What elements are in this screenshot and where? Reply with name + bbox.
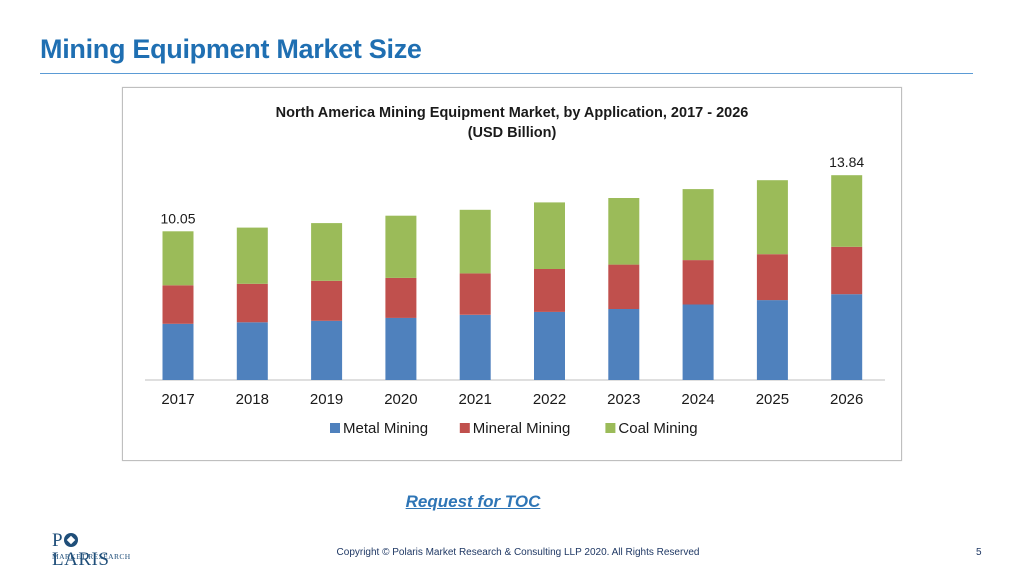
bar-coal-mining-2022: [534, 202, 565, 269]
logo-subtitle: MARKET RESEARCH: [52, 552, 131, 561]
bar-coal-mining-2018: [236, 227, 268, 284]
chart-title-line-2: (USD Billion): [468, 125, 557, 141]
legend-label-mineral-mining: Mineral Mining: [473, 420, 571, 437]
bar-mineral-mining-2020: [385, 277, 417, 318]
logo-letters: LARIS: [52, 549, 110, 570]
x-tick-2024: 2024: [681, 391, 714, 408]
bar-coal-mining-2024: [682, 189, 714, 261]
slide-title: Mining Equipment Market Size: [40, 34, 422, 64]
x-tick-labels: 2017 2018 2019 2020 2021 2022 2023 2024 2025 2026: [161, 391, 863, 408]
bar-metal-mining-2020: [385, 317, 417, 380]
x-tick-2026: 2026: [830, 391, 863, 408]
bar-mineral-mining-2023: [608, 264, 640, 309]
x-tick-2020: 2020: [384, 391, 417, 408]
x-tick-2021: 2021: [459, 391, 492, 408]
bar-metal-mining-2025: [756, 300, 788, 380]
bar-mineral-mining-2018: [236, 283, 268, 323]
legend-label-metal-mining: Metal Mining: [343, 420, 428, 437]
bar-mineral-mining-2019: [311, 280, 343, 321]
x-tick-2025: 2025: [756, 391, 789, 408]
bar-metal-mining-2019: [311, 320, 343, 380]
bar-mineral-mining-2025: [756, 254, 788, 301]
x-tick-2023: 2023: [607, 391, 640, 408]
logo-compass-icon: [64, 533, 79, 547]
bar-mineral-mining-2024: [682, 260, 714, 305]
bar-mineral-mining-2017: [162, 285, 194, 324]
bar-metal-mining-2023: [608, 309, 640, 380]
bar-metal-mining-2024: [682, 304, 714, 380]
bar-coal-mining-2021: [459, 209, 491, 274]
bar-coal-mining-2020: [385, 215, 417, 278]
bar-metal-mining-2018: [236, 322, 268, 380]
chart-title-line-1: North America Mining Equipment Market, b…: [276, 105, 749, 121]
bar-metal-mining-2022: [534, 311, 565, 380]
logo-letter-p: P: [52, 530, 64, 551]
bar-coal-mining-2026: [831, 175, 863, 247]
chart-frame: North America Mining Equipment Market, b…: [122, 87, 902, 461]
legend-swatch-coal-mining: [605, 423, 616, 433]
stacked-bar-chart: North America Mining Equipment Market, b…: [145, 105, 885, 437]
bar-mineral-mining-2022: [534, 269, 565, 312]
request-toc-link[interactable]: Request for TOC: [405, 492, 541, 511]
data-label-2026: 13.84: [829, 154, 864, 170]
x-tick-2022: 2022: [533, 391, 566, 408]
legend-label-coal-mining: Coal Mining: [618, 420, 697, 437]
bar-mineral-mining-2026: [831, 246, 863, 295]
bar-coal-mining-2025: [756, 180, 788, 255]
bars-group: [162, 175, 863, 380]
bar-metal-mining-2021: [459, 314, 491, 380]
title-divider: [40, 73, 973, 74]
page-number: 5: [976, 547, 982, 558]
polaris-logo: PLARIS MARKET RESEARCH: [52, 531, 132, 569]
bar-coal-mining-2017: [162, 231, 194, 286]
bar-metal-mining-2026: [831, 294, 863, 380]
bar-metal-mining-2017: [162, 323, 194, 380]
x-tick-2018: 2018: [236, 391, 269, 408]
bar-coal-mining-2019: [311, 223, 343, 281]
bar-mineral-mining-2021: [459, 273, 491, 315]
x-tick-2017: 2017: [161, 391, 194, 408]
legend-swatch-metal-mining: [330, 423, 340, 433]
legend-swatch-mineral-mining: [459, 423, 470, 433]
logo-wordmark: PLARIS: [52, 531, 132, 569]
chart-legend: Metal Mining Mineral Mining Coal Mining: [330, 420, 698, 437]
bar-coal-mining-2023: [608, 198, 640, 265]
copyright-text: Copyright © Polaris Market Research & Co…: [336, 547, 700, 558]
data-label-2017: 10.05: [160, 210, 195, 226]
data-labels: 10.05 13.84: [160, 154, 864, 226]
x-tick-2019: 2019: [310, 391, 343, 408]
